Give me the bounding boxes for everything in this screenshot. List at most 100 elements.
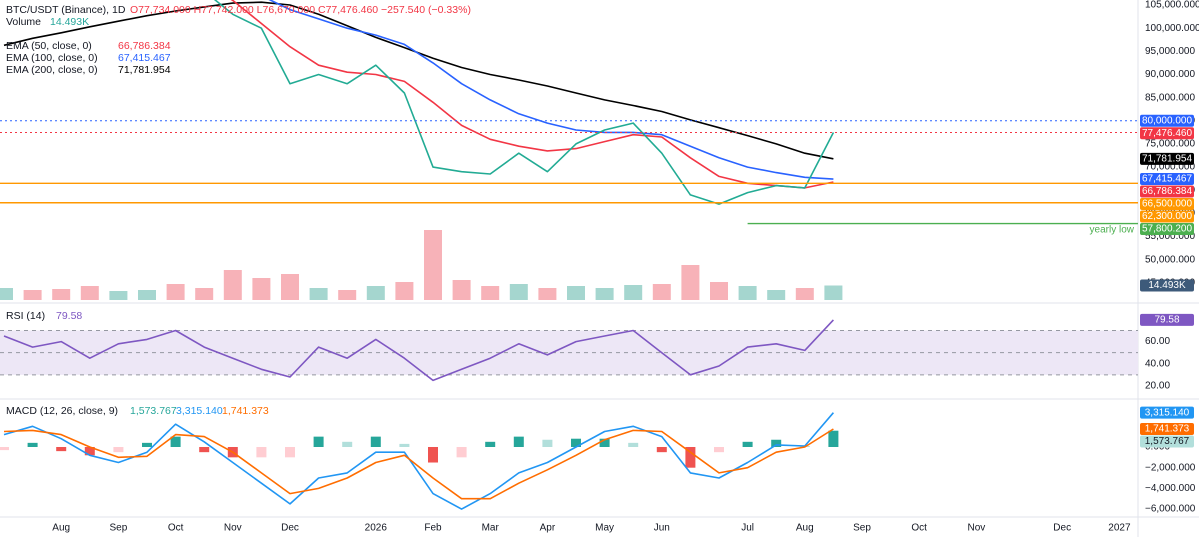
volume-bar [710, 282, 728, 300]
price-label-box [1140, 114, 1194, 127]
volume-bar [223, 270, 242, 300]
macd-histogram-bar [714, 446, 724, 453]
macd-histogram-bar [84, 446, 95, 456]
volume-bar [309, 288, 328, 300]
price-label: 71,781.954 [1142, 153, 1192, 164]
legend-entry: EMA (100, close, 0) [6, 52, 98, 64]
volume-bar [23, 290, 42, 300]
volume-bar [166, 284, 185, 300]
volume-bar [195, 288, 214, 300]
texts: Aug Sep Oct Nov Dec 2026 Feb Mar Apr May Jun Jul Aug… [6, 0, 1199, 534]
macd-histogram-bar [571, 438, 581, 447]
macd-histogram-bar [542, 439, 553, 447]
price-label-box [1140, 185, 1194, 198]
volume-bar [138, 290, 156, 300]
x-tick-label: Oct [911, 523, 927, 534]
price-label-box [1140, 279, 1194, 292]
series-line [3, 319, 834, 382]
volume-bar [52, 289, 71, 300]
x-tick-label: 2026 [365, 523, 388, 534]
legend-value: 71,781.954 [118, 64, 171, 76]
volume-bar [824, 285, 843, 300]
legend-entry: EMA (200, close, 0) [6, 64, 98, 76]
y-tick-label: 100,000.000 [1145, 23, 1199, 34]
volume-bar [452, 280, 471, 300]
x-tick-label: May [595, 523, 614, 534]
price-label-box [1140, 127, 1194, 140]
volume-bar [538, 288, 557, 300]
legend-value: 1,573.767 [130, 405, 177, 417]
price-label: 62,300.000 [1142, 211, 1192, 222]
legend-ohlc: O77,734.000 H77,742.000 L76,670.000 C77,… [130, 4, 471, 16]
price-label-box [1140, 313, 1194, 326]
x-tick-label: Jun [654, 523, 670, 534]
y-tick-label: −6,000.000 [1145, 504, 1196, 515]
volume-bar [395, 282, 414, 300]
macd-histogram-bar [370, 436, 381, 447]
volume-bar [80, 286, 99, 300]
x-tick-label: Dec [1053, 523, 1071, 534]
x-tick-label: Aug [52, 523, 70, 534]
x-tick-label: Nov [968, 523, 986, 534]
price-label: 79.58 [1154, 315, 1179, 326]
x-tick-label: Oct [168, 523, 184, 534]
macd-histogram-bar [599, 438, 610, 447]
price-label: 57,800.200 [1142, 224, 1192, 235]
legend-value: 66,786.384 [118, 40, 171, 52]
x-tick-label: Nov [224, 523, 242, 534]
y-tick-label: 55,000.000 [1145, 231, 1195, 242]
legend-entry: MACD (12, 26, close, 9) [6, 405, 118, 417]
legend-entry: EMA (50, close, 0) [6, 40, 92, 52]
price-label-box [1140, 198, 1194, 211]
price-label: 66,500.000 [1142, 199, 1192, 210]
legend-entry: Volume [6, 16, 41, 28]
volume-bar [109, 291, 128, 300]
macd-histogram-bar [828, 430, 839, 447]
macd-histogram-bar [513, 436, 524, 447]
price-label-box [1140, 435, 1194, 448]
macd-histogram-bar [142, 442, 152, 447]
volume-bar [595, 288, 614, 300]
y-tick-label: 85,000.000 [1145, 92, 1195, 103]
price-label: 1,573.767 [1145, 436, 1190, 447]
price-label-box [1140, 210, 1194, 223]
volume-bar [252, 278, 271, 300]
legend-value: 79.58 [56, 310, 82, 322]
x-tick-label: Mar [482, 523, 500, 534]
x-tick-label: Feb [424, 523, 442, 534]
volume-bar [424, 230, 442, 300]
y-tick-label: 40.00 [1145, 358, 1170, 369]
macd-histogram-bar [256, 446, 267, 458]
macd-histogram-bar [285, 446, 295, 458]
price-label-box [1140, 223, 1194, 236]
legend-value: 1,741.373 [222, 405, 269, 417]
price-label: 1,741.373 [1145, 424, 1190, 435]
volume-bar [738, 286, 757, 300]
price-label: 66,786.384 [1142, 186, 1192, 197]
series-line [3, 428, 834, 500]
y-tick-label: −2,000.000 [1145, 462, 1196, 473]
macd-histogram-bar [428, 446, 438, 463]
x-tick-label: Aug [796, 523, 814, 534]
volume-bar [681, 265, 700, 300]
price-label: 67,415.467 [1142, 174, 1192, 185]
macd-histogram-bar [113, 446, 124, 453]
macd-histogram-bar [170, 436, 181, 447]
annotation: yearly low [1090, 225, 1135, 236]
macd-histogram-bar [771, 439, 782, 447]
y-tick-label: 70,000.000 [1145, 162, 1195, 173]
x-tick-label: 2027 [1108, 523, 1131, 534]
x-tick-label: Apr [540, 523, 556, 534]
macd-histogram-bar [685, 446, 696, 468]
y-tick-label: −4,000.000 [1145, 483, 1196, 494]
series-line [230, 0, 834, 189]
y-tick-label: 105,000.000 [1145, 0, 1199, 11]
macd-histogram-bar [399, 443, 410, 447]
volume-bar [338, 290, 357, 300]
macd-histogram-bar [0, 446, 9, 451]
legend-value: 3,315.140 [176, 405, 223, 417]
macd-histogram-bar [313, 436, 324, 447]
volume-bar [652, 284, 671, 300]
x-tick-label: Sep [853, 523, 871, 534]
